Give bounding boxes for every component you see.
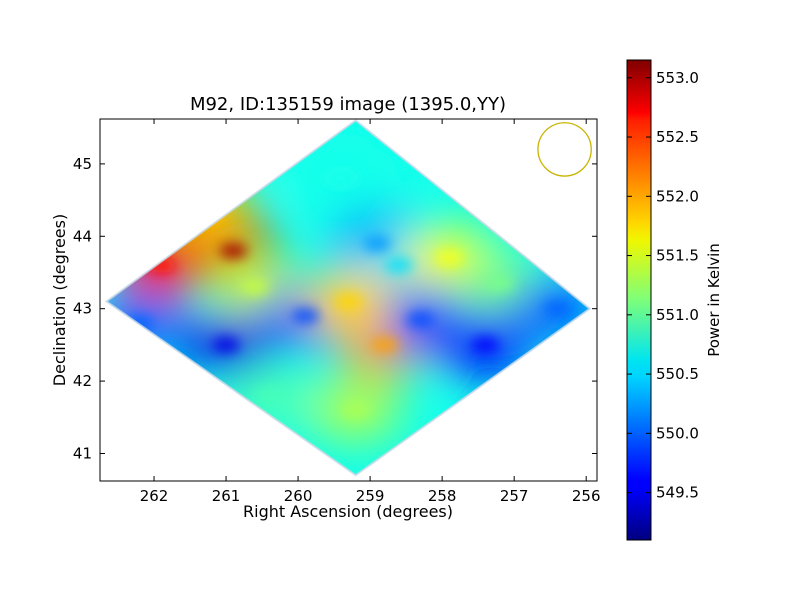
heat-core-14 — [212, 336, 241, 353]
footprint-edge — [104, 119, 592, 477]
y-tick-label-44: 44 — [73, 227, 92, 245]
colorbar: 549.5 550.0 550.5 551.0 551.5 552.0 552.5 553.0… — [626, 59, 723, 541]
x-tick-label-256: 256 — [572, 487, 601, 505]
x-tick-label-259: 259 — [356, 487, 385, 505]
heat-core-11 — [471, 336, 500, 353]
heat-core-1 — [147, 257, 176, 274]
heat-region-2 — [165, 182, 258, 247]
heat-core-8 — [435, 250, 464, 267]
heat-core-10 — [543, 300, 572, 317]
x-tick-label-258: 258 — [428, 487, 457, 505]
colorbar-tick-label-552.5: 552.5 — [656, 128, 699, 146]
y-tick-label-45: 45 — [73, 155, 92, 173]
y-tick-label-41: 41 — [73, 444, 92, 462]
heat-core-18 — [334, 293, 363, 310]
heatmap-image — [106, 120, 590, 476]
colorbar-tick-label-551.0: 551.0 — [656, 306, 699, 324]
heat-core-2 — [197, 206, 226, 223]
colorbar-tick-label-551.5: 551.5 — [656, 247, 699, 265]
chart-title: M92, ID:135159 image (1395.0,YY) — [190, 94, 506, 115]
colorbar-tick-label-553.0: 553.0 — [656, 69, 699, 87]
heat-core-6 — [363, 235, 392, 252]
x-tick-label-261: 261 — [212, 487, 241, 505]
heat-core-0 — [219, 242, 248, 259]
y-tick-label-43: 43 — [73, 300, 92, 318]
y-axis-label: Declination (degrees) — [50, 214, 69, 386]
colorbar-ticks: 549.5 550.0 550.5 551.0 551.5 552.0 552.5 553.0 — [627, 69, 699, 502]
heat-core-7 — [384, 257, 413, 274]
x-axis: 262 261 260 259 258 257 256 — [140, 119, 601, 505]
colorbar-tick-label-549.5: 549.5 — [656, 484, 699, 502]
x-tick-label-260: 260 — [284, 487, 313, 505]
heat-core-4 — [370, 336, 399, 353]
colorbar-tick-label-550.5: 550.5 — [656, 365, 699, 383]
beam-marker-circle — [537, 122, 592, 177]
heat-core-13 — [291, 307, 320, 324]
colorbar-tick-label-552.0: 552.0 — [656, 187, 699, 205]
heat-core-16 — [341, 402, 370, 419]
heat-core-3 — [240, 278, 269, 295]
heat-core-5 — [327, 170, 356, 187]
x-tick-label-262: 262 — [140, 487, 169, 505]
heat-core-12 — [406, 311, 435, 328]
heat-core-9 — [485, 275, 514, 292]
heat-core-17 — [255, 387, 284, 404]
y-axis: 41 42 43 44 45 — [73, 155, 597, 462]
x-tick-label-257: 257 — [500, 487, 529, 505]
colorbar-label: Power in Kelvin — [705, 243, 723, 357]
colorbar-tick-label-550.0: 550.0 — [656, 424, 699, 442]
y-tick-label-42: 42 — [73, 372, 92, 390]
plot-area — [104, 119, 592, 477]
x-axis-label: Right Ascension (degrees) — [243, 502, 453, 521]
colorbar-gradient — [626, 59, 652, 541]
plot-frame — [99, 118, 598, 482]
